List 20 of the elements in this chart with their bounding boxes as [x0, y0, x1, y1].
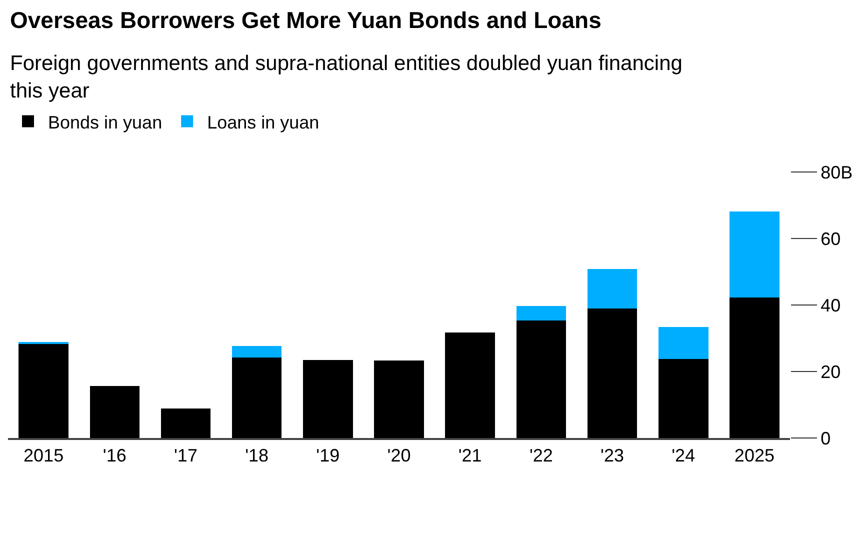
y-tick-label: 0	[820, 428, 831, 448]
x-tick-label: '24	[672, 445, 696, 466]
x-tick-label: 2025	[734, 445, 774, 466]
y-tick-label: 40	[820, 295, 841, 316]
x-tick-label: '18	[245, 445, 269, 466]
y-tick-label: 20	[820, 362, 841, 382]
y-tick-label: 80B	[820, 162, 853, 182]
y-tick-label: 60	[820, 228, 841, 249]
x-tick-label: '22	[529, 445, 553, 466]
legend-label: Bonds in yuan	[48, 112, 162, 132]
x-tick-label: '16	[102, 445, 126, 466]
legend-label: Loans in yuan	[207, 112, 320, 132]
chart-subtitle: Foreign governments and supra-national entities doubled yuan financing this year	[10, 52, 682, 102]
x-tick-label: 2015	[24, 445, 64, 466]
chart-title: Overseas Borrowers Get More Yuan Bonds and Loans	[10, 7, 602, 33]
x-tick-label: '23	[600, 445, 624, 466]
x-tick-label: '20	[387, 445, 411, 466]
x-tick-label: '21	[458, 445, 482, 466]
x-tick-label: '19	[316, 445, 340, 466]
x-tick-label: '17	[174, 445, 198, 466]
